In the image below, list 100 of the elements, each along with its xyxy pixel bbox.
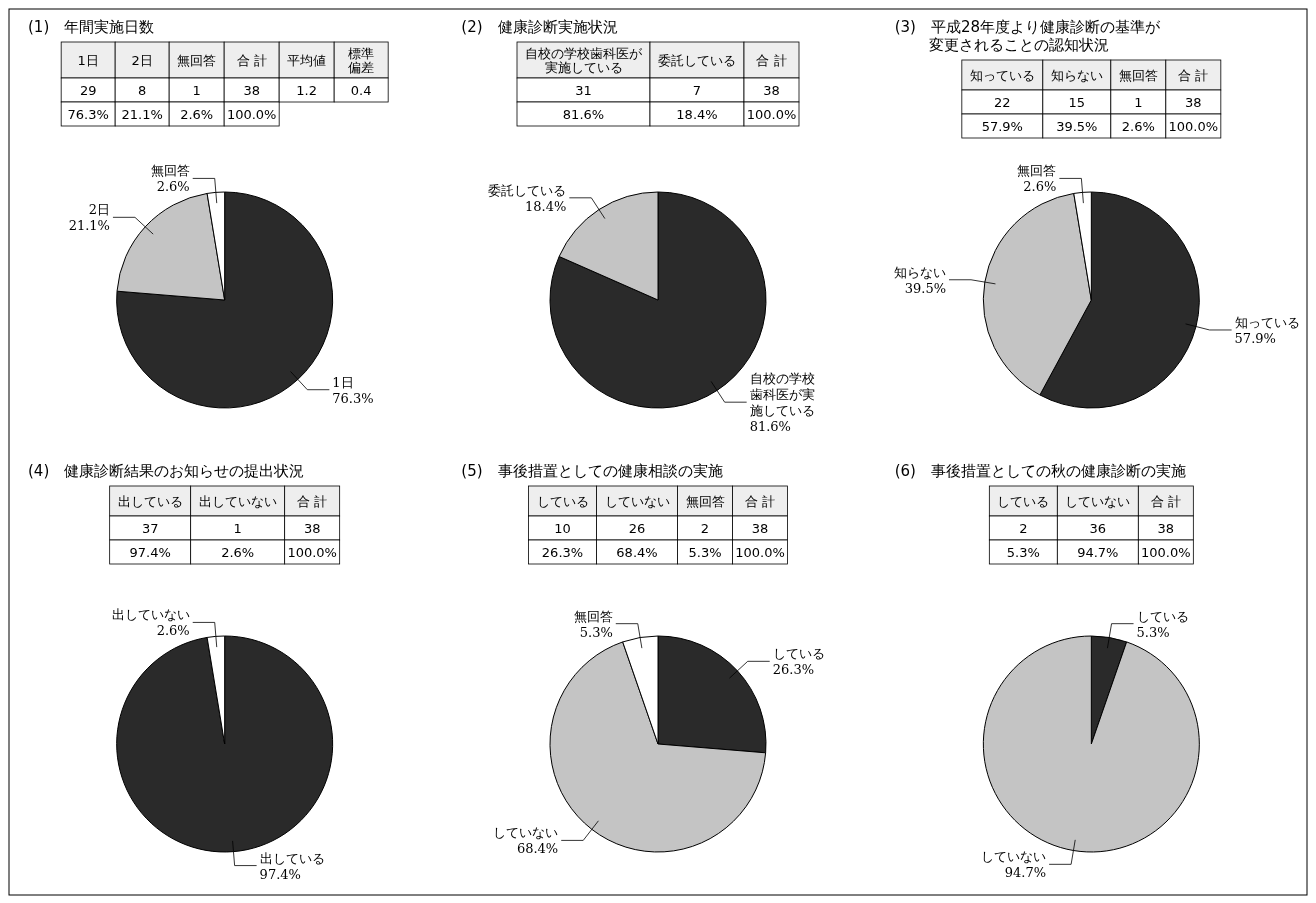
text: 21.1% [68,218,110,234]
text: 8 [138,83,147,98]
text: 26 [628,521,646,536]
text: 平均値 [287,53,327,68]
text: 合 計 [297,494,328,509]
text: 18.4% [676,107,718,122]
category-label: 知っている [969,68,1035,83]
data-label: 68.4% [516,841,559,857]
chart-title: (2) 健康診断実施状況 [461,18,618,36]
text: 68.4% [616,545,658,560]
category-label: している [536,494,589,509]
slice-label: 2日 [88,202,110,218]
slice-label: 無回答 [150,163,190,179]
text: 97.4% [259,866,301,882]
text: 2.6% [1121,119,1155,134]
text: 100.0% [1141,545,1191,560]
slice-label: 出していない [111,607,190,623]
text: 10 [554,521,571,536]
data-label: 2.6% [1023,179,1057,195]
text: 2 [700,521,710,536]
text: 31 [575,83,592,98]
text: 1 [233,521,242,536]
slice-label: 知らない [894,264,947,280]
data-label: 21.1% [121,107,163,122]
text: 38 [303,521,321,536]
slice-label: 知っている [1234,314,1300,330]
chart-title: (5) 事後措置としての健康相談の実施 [461,462,723,480]
text: 38 [751,521,769,536]
data-label: 2.6% [156,179,190,195]
slice-label: 無回答 [1017,163,1057,179]
text: 29 [79,83,97,98]
legend-label: 無回答 [1118,68,1158,83]
chart-title: (1) 年間実施日数 [28,18,155,36]
text: 0.4 [350,83,372,98]
category-label: している [997,494,1050,509]
data-label: 97.4% [129,545,171,560]
slice-label: している [1136,608,1189,624]
chart-title: (6) 事後措置としての秋の健康診断の実施 [894,462,1186,480]
legend-label: 出していない [198,494,277,509]
data-label: 57.9% [1234,330,1276,346]
category-label: 1日 [77,53,99,68]
text: 合 計 [1150,494,1181,509]
text: 合 計 [756,53,787,68]
text: 100.0% [226,107,277,122]
data-label: 5.3% [579,624,613,640]
text: 2 [1019,521,1028,536]
category-label: 委託している [658,53,736,68]
text: 1 [192,83,201,98]
text: 36 [1089,521,1107,536]
text: 94.7% [1004,865,1047,881]
text: 39.5% [904,280,947,296]
data-label: 76.3% [332,390,374,406]
text: 1 [1134,95,1143,110]
text: 15 [1068,95,1086,110]
legend-label: 無回答 [685,494,725,509]
data-label: 26.3% [772,662,815,678]
data-label: 18.4% [525,198,567,214]
text: 100.0% [746,107,797,122]
text: 合 計 [744,494,776,509]
category-label: 無回答 [177,53,217,68]
text: 5.3% [688,545,722,560]
text: 7 [692,83,702,98]
text: 37 [141,521,159,536]
slice-label: 無回答 [573,608,613,624]
slice-label: 委託している [488,182,567,198]
category-label: 2日 [131,53,153,68]
text: 1.2 [296,83,318,98]
category-label: していない [1065,494,1131,509]
text: 57.9% [981,119,1023,134]
slice-label: 1日 [332,374,354,390]
text: 22 [994,95,1011,110]
text: 38 [1157,521,1175,536]
category-label: していない [604,494,670,509]
slice-label: している [772,646,825,662]
text: 標準偏差 [348,46,375,75]
text: 100.0% [1168,119,1219,134]
text: 81.6% [562,107,605,122]
text: 38 [763,83,780,98]
data-label: 81.6% [749,419,791,435]
slice-label: 自校の学校歯科医が実施している [749,371,815,419]
text: 100.0% [735,545,785,560]
text: 合 計 [1178,68,1209,83]
text: 2.6% [180,107,214,122]
text: 38 [1185,95,1202,110]
category-label: 自校の学校歯科医が実施している [525,46,642,75]
text: 38 [243,83,260,98]
text: 5.3% [1006,545,1040,560]
data-label: 94.7% [1077,545,1119,560]
slice-label: していない [493,825,559,841]
text: 76.3% [67,107,109,122]
category-label: 知らない [1050,68,1103,83]
category-label: 出している [117,494,183,509]
chart-title: (4) 健康診断結果のお知らせの提出状況 [28,462,305,480]
chart-title: (3) 平成28年度より健康診断の基準が変更されることの認知状況 [894,18,1161,54]
text: 合 計 [236,53,267,68]
text: 2.6% [221,545,255,560]
text: 26.3% [541,545,584,560]
data-label: 39.5% [1056,119,1098,134]
text: 100.0% [287,545,337,560]
slice-label: 出している [259,850,325,866]
